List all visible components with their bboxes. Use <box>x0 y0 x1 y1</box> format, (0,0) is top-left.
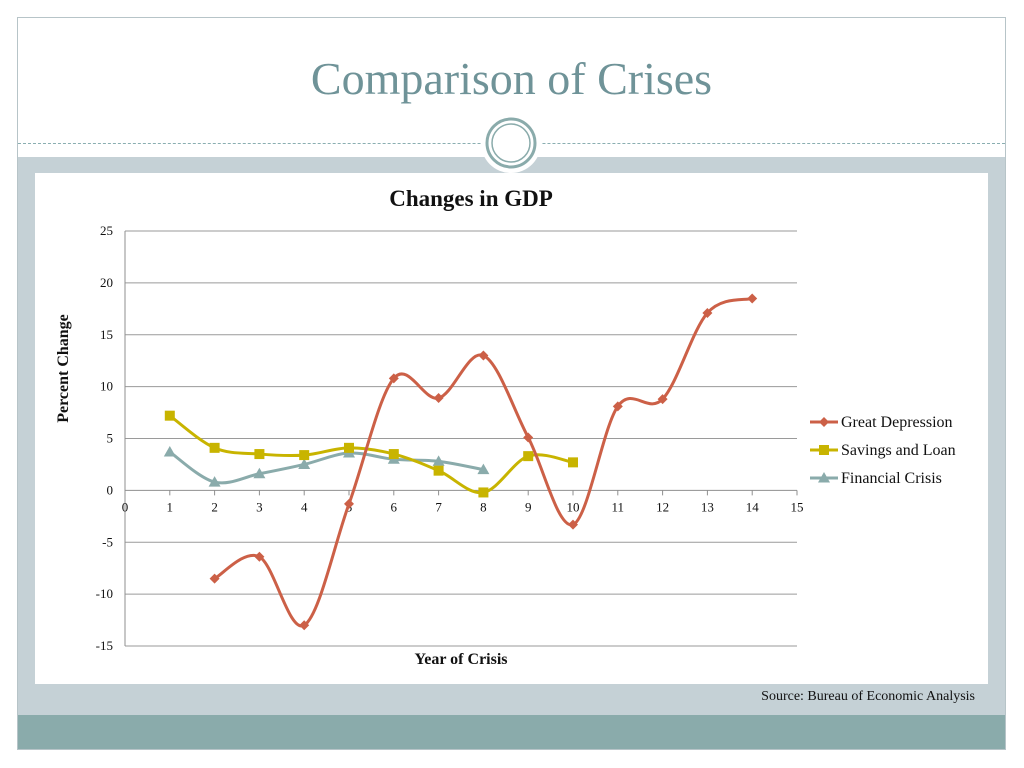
x-tick-label: 0 <box>122 499 129 514</box>
financial-crisis-point <box>208 476 221 487</box>
great-depression-point <box>478 350 489 361</box>
x-tick-label: 9 <box>525 499 532 514</box>
financial-crisis-point <box>477 463 490 475</box>
slide-title: Comparison of Crises <box>310 53 713 104</box>
y-tick-label: 5 <box>107 431 114 446</box>
x-tick-label: 4 <box>301 499 308 514</box>
great-depression-point <box>568 519 578 530</box>
great-depression-point <box>612 401 623 412</box>
financial-crisis-point <box>253 467 266 479</box>
x-tick-label: 6 <box>391 499 398 514</box>
x-tick-label: 13 <box>701 499 714 514</box>
financial-crisis-point <box>298 458 311 469</box>
savings-and-loan-point <box>478 487 489 498</box>
great-depression-point <box>433 393 444 404</box>
y-axis-title: Percent Change <box>55 314 72 423</box>
y-tick-label: 10 <box>100 379 113 394</box>
savings-and-loan-point <box>209 442 220 453</box>
savings-and-loan-line <box>168 414 574 494</box>
x-tick-label: 11 <box>612 499 625 514</box>
legend-label: Financial Crisis <box>841 470 942 487</box>
legend-marker <box>818 472 830 483</box>
savings-and-loan-point <box>523 451 534 462</box>
circle-ornament-icon <box>481 113 541 173</box>
x-tick-label: 10 <box>567 499 580 514</box>
x-tick-label: 3 <box>256 499 263 514</box>
x-tick-label: 7 <box>435 499 442 514</box>
great-depression-point <box>747 293 758 304</box>
great-depression-line <box>213 296 753 628</box>
financial-crisis-point <box>163 445 176 457</box>
footer-band <box>18 715 1005 749</box>
chart-panel: Changes in GDP2520151050-5-10-1501234567… <box>35 173 988 684</box>
x-tick-label: 2 <box>211 499 218 514</box>
great-depression-point <box>209 573 220 584</box>
x-tick-label: 8 <box>480 499 487 514</box>
savings-and-loan-point <box>344 442 354 453</box>
y-tick-label: 25 <box>100 223 113 238</box>
x-tick-label: 14 <box>746 499 760 514</box>
x-tick-label: 12 <box>656 499 669 514</box>
source-note: Source: Bureau of Economic Analysis <box>761 689 975 704</box>
y-tick-label: -10 <box>96 586 113 601</box>
great-depression-point <box>702 307 713 318</box>
slide: Comparison of Crises Changes in GDP 25 20 1… <box>17 17 1006 750</box>
savings-and-loan-point <box>299 450 310 461</box>
great-depression-point <box>254 551 265 562</box>
legend-marker <box>819 417 829 427</box>
savings-and-loan-point <box>164 410 175 421</box>
savings-and-loan-point <box>388 449 399 460</box>
great-depression-point <box>523 432 534 443</box>
x-axis-title: Year of Crisis <box>414 651 507 668</box>
y-tick-label: 0 <box>107 482 114 497</box>
savings-and-loan-point <box>254 449 265 460</box>
gdp-line-chart: Changes in GDP2520151050-5-10-1501234567… <box>55 186 956 668</box>
great-depression-point <box>388 373 399 384</box>
financial-crisis-point <box>432 455 445 466</box>
great-depression-point <box>657 394 668 405</box>
savings-and-loan-point <box>568 457 578 468</box>
chart-title: Changes in GDP <box>389 186 553 211</box>
y-tick-label: -5 <box>102 534 113 549</box>
x-tick-label: 1 <box>167 499 174 514</box>
financial-crisis-line <box>168 450 484 485</box>
y-tick-label: 20 <box>100 275 113 290</box>
great-depression-point <box>344 498 354 509</box>
savings-and-loan-point <box>433 465 444 476</box>
legend-label: Great Depression <box>841 414 953 431</box>
y-tick-label: 15 <box>100 327 113 342</box>
great-depression-point <box>299 620 310 631</box>
legend-marker <box>819 445 829 455</box>
x-tick-label: 15 <box>791 499 804 514</box>
legend-label: Savings and Loan <box>841 442 956 459</box>
y-tick-label: -15 <box>96 638 113 653</box>
